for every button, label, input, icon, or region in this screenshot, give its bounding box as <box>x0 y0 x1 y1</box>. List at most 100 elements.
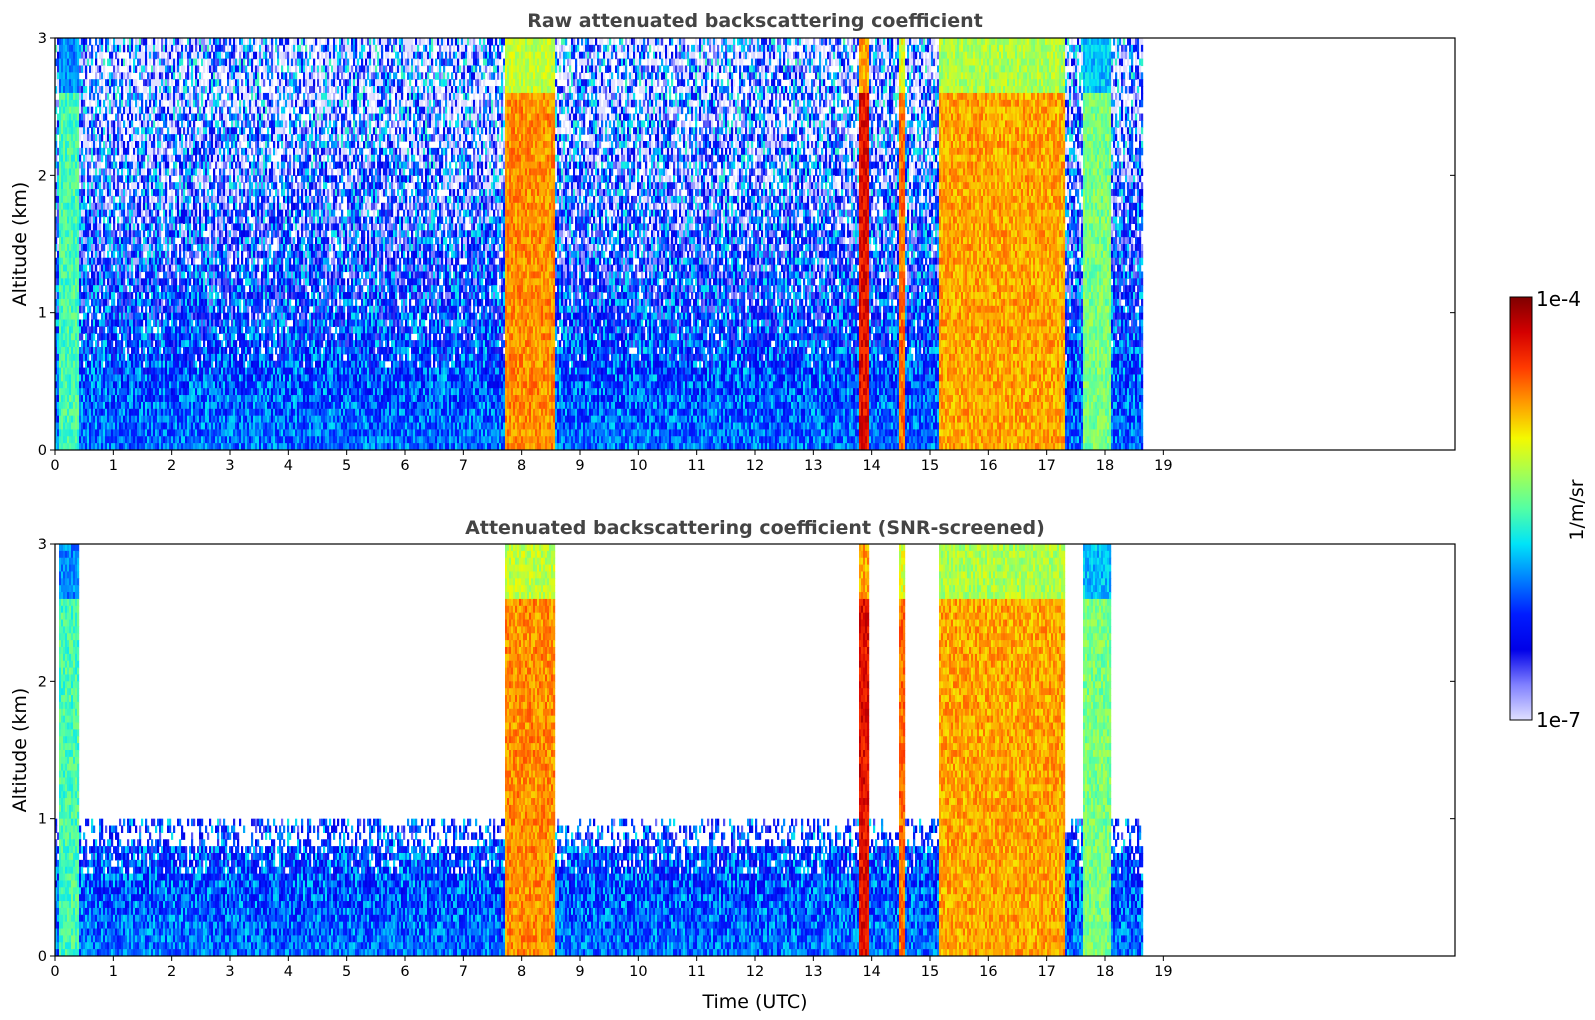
heatmap-cell <box>81 271 83 278</box>
heatmap-cell <box>97 182 99 189</box>
heatmap-cell <box>107 79 109 86</box>
heatmap-cell <box>125 265 127 272</box>
heatmap-cell <box>107 100 109 107</box>
heatmap-cell <box>67 107 69 114</box>
heatmap-cell <box>177 285 179 292</box>
heatmap-cell <box>79 292 81 299</box>
heatmap-cell <box>117 237 119 244</box>
heatmap-cell <box>131 340 133 347</box>
heatmap-cell <box>155 292 157 299</box>
heatmap-cell <box>131 347 133 354</box>
heatmap-cell <box>113 79 115 86</box>
heatmap-cell <box>149 320 151 327</box>
heatmap-cell <box>173 423 175 430</box>
heatmap-cell <box>115 72 117 79</box>
heatmap-cell <box>181 203 183 210</box>
heatmap-cell <box>173 148 175 155</box>
heatmap-cell <box>187 148 189 155</box>
heatmap-cell <box>179 230 181 237</box>
heatmap-cell <box>131 368 133 375</box>
heatmap-cell <box>67 423 69 430</box>
heatmap-cell <box>183 45 185 52</box>
heatmap-cell <box>157 72 159 79</box>
heatmap-cell <box>123 244 125 251</box>
heatmap-cell <box>109 313 111 320</box>
heatmap-cell <box>149 429 151 436</box>
heatmap-cell <box>113 134 115 141</box>
heatmap-cell <box>191 333 193 340</box>
heatmap-cell <box>97 271 99 278</box>
heatmap-cell <box>177 409 179 416</box>
heatmap-cell <box>135 79 137 86</box>
heatmap-cell <box>69 436 71 443</box>
heatmap-cell <box>65 223 67 230</box>
heatmap-cell <box>191 127 193 134</box>
heatmap-cell <box>99 354 101 361</box>
heatmap-cell <box>157 79 159 86</box>
heatmap-cell <box>173 120 175 127</box>
heatmap-cell <box>141 299 143 306</box>
heatmap-cell <box>163 210 165 217</box>
heatmap-cell <box>151 388 153 395</box>
heatmap-cell <box>179 388 181 395</box>
heatmap-cell <box>191 168 193 175</box>
heatmap-cell <box>69 114 71 121</box>
heatmap-cell <box>175 196 177 203</box>
heatmap-cell <box>157 210 159 217</box>
heatmap-cell <box>81 347 83 354</box>
heatmap-cell <box>107 313 109 320</box>
heatmap-cell <box>193 217 195 224</box>
heatmap-cell <box>57 148 59 155</box>
heatmap-cell <box>143 182 145 189</box>
heatmap-cell <box>155 45 157 52</box>
heatmap-cell <box>153 306 155 313</box>
heatmap-cell <box>65 395 67 402</box>
heatmap-cell <box>163 168 165 175</box>
heatmap-cell <box>71 72 73 79</box>
heatmap-cell <box>113 278 115 285</box>
heatmap-cell <box>147 326 149 333</box>
heatmap-cell <box>101 59 103 66</box>
heatmap-cell <box>111 333 113 340</box>
heatmap-cell <box>107 416 109 423</box>
heatmap-cell <box>101 203 103 210</box>
heatmap-cell <box>69 120 71 127</box>
heatmap-cell <box>79 230 81 237</box>
heatmap-cell <box>167 395 169 402</box>
heatmap-cell <box>153 285 155 292</box>
heatmap-cell <box>129 388 131 395</box>
heatmap-cell <box>131 223 133 230</box>
heatmap-cell <box>183 189 185 196</box>
heatmap-cell <box>67 347 69 354</box>
heatmap-cell <box>169 120 171 127</box>
heatmap-cell <box>99 148 101 155</box>
heatmap-cell <box>163 93 165 100</box>
heatmap-cell <box>125 299 127 306</box>
heatmap-cell <box>147 107 149 114</box>
heatmap-cell <box>109 326 111 333</box>
heatmap-cell <box>193 59 195 66</box>
heatmap-cell <box>105 292 107 299</box>
heatmap-cell <box>81 38 83 45</box>
heatmap-cell <box>109 423 111 430</box>
heatmap-cell <box>183 237 185 244</box>
heatmap-cell <box>145 182 147 189</box>
heatmap-cell <box>83 38 85 45</box>
heatmap-cell <box>157 258 159 265</box>
heatmap-cell <box>137 107 139 114</box>
heatmap-cell <box>141 320 143 327</box>
heatmap-cell <box>127 155 129 162</box>
heatmap-cell <box>103 114 105 121</box>
heatmap-cell <box>65 265 67 272</box>
heatmap-cell <box>149 134 151 141</box>
heatmap-cell <box>179 381 181 388</box>
heatmap-cell <box>139 244 141 251</box>
heatmap-cell <box>89 65 91 72</box>
heatmap-cell <box>71 100 73 107</box>
heatmap-cell <box>79 258 81 265</box>
heatmap-cell <box>103 299 105 306</box>
heatmap-cell <box>109 388 111 395</box>
heatmap-cell <box>113 230 115 237</box>
heatmap-cell <box>79 320 81 327</box>
heatmap-cell <box>151 141 153 148</box>
